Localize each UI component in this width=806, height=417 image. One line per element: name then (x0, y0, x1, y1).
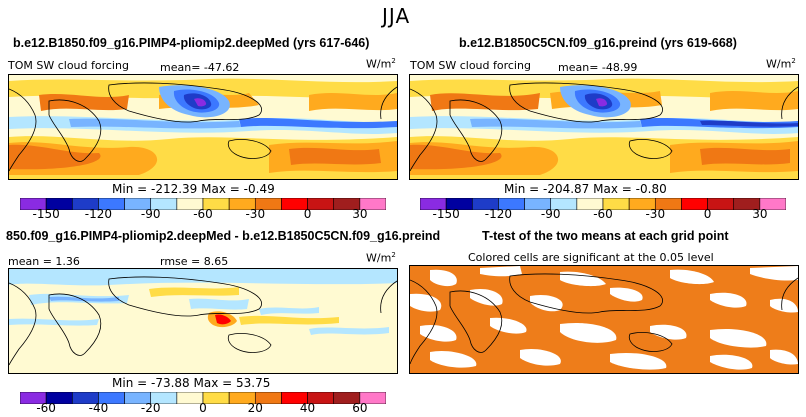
colorbar-tick-label: -90 (540, 207, 561, 221)
variable-label-top-left: TOM SW cloud forcing (8, 59, 129, 72)
colorbar-tick-label: -20 (140, 401, 161, 415)
colorbar-tick-label: -120 (84, 207, 113, 221)
colorbar-tick-label: -30 (245, 207, 266, 221)
map-top-left (8, 74, 398, 180)
colorbar-svg (19, 197, 387, 211)
colorbar-tick-label: -90 (140, 207, 161, 221)
panel-subtitle-bottom-right: Colored cells are significant at the 0.0… (468, 251, 714, 264)
minmax-top-right: Min = -204.87 Max = -0.80 (504, 182, 667, 196)
rmse-bottom-left: rmse = 8.65 (160, 255, 229, 268)
panel-title-bottom-left: 850.f09_g16.PIMP4-pliomip2.deepMed - b.e… (6, 229, 441, 243)
units-top-left: W/m2 (366, 57, 396, 71)
colorbar-svg (19, 391, 387, 405)
units-top-right: W/m2 (766, 57, 796, 71)
panel-title-top-right: b.e12.B1850C5CN.f09_g16.preind (yrs 619-… (459, 36, 737, 50)
panel-title-top-left: b.e12.B1850.f09_g16.PIMP4-pliomip2.deepM… (13, 36, 370, 50)
colorbar-tick-label: 0 (703, 207, 712, 221)
colorbar-tick-label: -60 (193, 207, 213, 221)
colorbar-tick-label: 0 (303, 207, 312, 221)
map-bottom-left (8, 268, 398, 374)
minmax-bottom-left: Min = -73.88 Max = 53.75 (112, 376, 271, 390)
units-bottom-left: W/m2 (366, 251, 396, 265)
figure-title: JJA (382, 4, 411, 28)
colorbar-tick-label: 0 (199, 401, 207, 415)
panel-title-bottom-right: T-test of the two means at each grid poi… (482, 229, 729, 243)
colorbar-tick-label: -40 (88, 401, 109, 415)
colorbar-tick-label: 40 (299, 401, 316, 415)
colorbar-tick-label: -150 (32, 207, 60, 221)
colorbar-ticks-top-left: -150 -120 -90 -60 -30 0 30 (20, 207, 386, 223)
not-significant-cells (410, 266, 798, 370)
colorbar-bottom-left (19, 389, 387, 405)
map-top-right (409, 74, 799, 180)
colorbar-svg (419, 197, 787, 211)
colorbar-top-left (19, 195, 387, 211)
minmax-top-left: Min = -212.39 Max = -0.49 (112, 182, 275, 196)
colorbar-tick-label: -60 (36, 401, 56, 415)
colorbar-ticks-bottom-left: -60 -40 -20 0 20 40 60 (20, 401, 386, 417)
map-bottom-right (409, 265, 799, 374)
colorbar-tick-label: 30 (752, 207, 768, 221)
colorbar-ticks-top-right: -150 -120 -90 -60 -30 0 30 (420, 207, 786, 223)
variable-label-top-right: TOM SW cloud forcing (410, 59, 531, 72)
colorbar-tick-label: -150 (432, 207, 460, 221)
colorbar-tick-label: -120 (484, 207, 513, 221)
colorbar-tick-label: 20 (247, 401, 263, 415)
colorbar-top-right (419, 195, 787, 211)
mean-top-right: mean= -48.99 (558, 61, 638, 74)
colorbar-tick-label: 60 (352, 401, 368, 415)
colorbar-tick-label: -30 (645, 207, 666, 221)
mean-bottom-left: mean = 1.36 (8, 255, 80, 268)
mean-top-left: mean= -47.62 (160, 61, 240, 74)
colorbar-tick-label: 30 (352, 207, 368, 221)
colorbar-tick-label: -60 (593, 207, 613, 221)
